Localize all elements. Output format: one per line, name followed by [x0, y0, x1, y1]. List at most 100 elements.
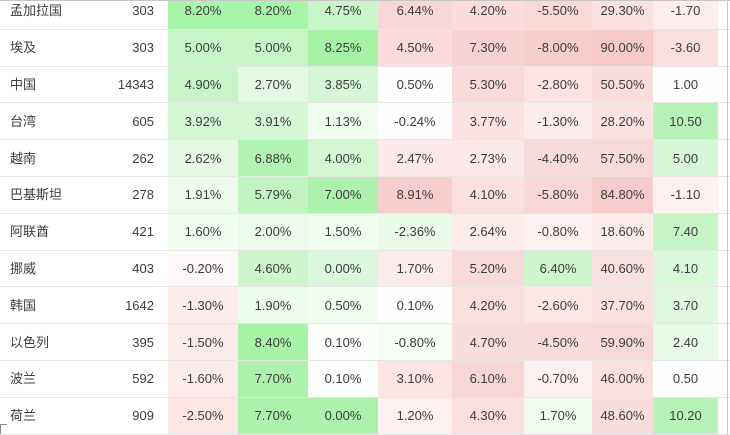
metric-cell-1: -1.50% [168, 324, 238, 360]
metric-cell-7: 37.70% [592, 287, 653, 324]
metric-cell-1: 3.92% [168, 103, 238, 140]
metric-cell-5: 4.30% [452, 397, 524, 434]
metric-cell-1: 5.00% [168, 29, 238, 66]
count-cell: 592 [132, 371, 154, 387]
metric-cell-8: 10.20 [653, 397, 718, 434]
metric-cell-7: 18.60% [592, 213, 653, 250]
metric-cell-2: 2.00% [238, 213, 308, 250]
metric-cell-6: -2.80% [524, 66, 592, 103]
metric-cell-6: -1.30% [524, 103, 592, 140]
metric-cell-2: 2.70% [238, 66, 308, 103]
metric-cell-7: 40.60% [592, 250, 653, 287]
metric-cell-3: 8.25% [308, 29, 378, 66]
metric-cell-7: 48.60% [592, 397, 653, 434]
metric-cell-2: 4.60% [238, 250, 308, 287]
metric-cell-4: 3.10% [378, 360, 452, 397]
count-cell: 421 [132, 224, 154, 240]
metric-cell-4: 1.70% [378, 250, 452, 287]
table-row[interactable]: 巴基斯坦 278 1.91% 5.79% 7.00% 8.91% 4.10% -5.80% 84… [0, 176, 730, 214]
metric-cell-3: 0.00% [308, 397, 378, 434]
metric-cell-3: 7.00% [308, 176, 378, 213]
metric-cell-7: 57.50% [592, 140, 653, 176]
count-cell: 14343 [117, 76, 154, 92]
metric-cell-7: 90.00% [592, 29, 653, 66]
metric-cell-6: -4.40% [524, 140, 592, 176]
table-row[interactable]: 荷兰 909 -2.50% 7.70% 0.00% 1.20% 4.30% 1.70% 48.6… [0, 397, 730, 435]
metric-cell-5: 4.20% [452, 287, 524, 324]
country-cell: 荷兰 [10, 408, 37, 424]
metric-cell-7: 84.80% [592, 176, 653, 213]
metric-cell-1: -2.50% [168, 397, 238, 434]
metric-cell-1: 4.90% [168, 66, 238, 103]
metric-cell-8: 1.00 [653, 66, 718, 103]
count-cell: 262 [132, 150, 154, 166]
metric-cell-6: -4.50% [524, 324, 592, 360]
country-cell: 巴基斯坦 [10, 187, 63, 203]
metric-cell-3: 1.13% [308, 103, 378, 140]
metric-cell-3: 0.50% [308, 287, 378, 324]
metric-cell-4: 4.50% [378, 29, 452, 66]
table-row[interactable]: 埃及 303 5.00% 5.00% 8.25% 4.50% 7.30% -8.00% 90.0… [0, 29, 730, 67]
metric-cell-7: 46.00% [592, 360, 653, 397]
table-row[interactable]: 波兰 592 -1.60% 7.70% 0.10% 3.10% 6.10% -0.70% 46.… [0, 360, 730, 398]
metric-cell-4: 0.50% [378, 66, 452, 103]
metric-cell-4: 0.10% [378, 287, 452, 324]
metric-cell-4: 2.47% [378, 140, 452, 176]
country-cell: 波兰 [10, 371, 37, 387]
metric-cell-1: -1.30% [168, 287, 238, 324]
table-row[interactable]: 挪威 403 -0.20% 4.60% 0.00% 1.70% 5.20% 6.40% 40.6… [0, 250, 730, 288]
metric-cell-3: 3.85% [308, 66, 378, 103]
country-cell: 埃及 [10, 40, 37, 56]
count-cell: 303 [132, 3, 154, 19]
metric-cell-8: 2.40 [653, 324, 718, 360]
count-cell: 403 [132, 260, 154, 276]
metric-cell-6: -0.80% [524, 213, 592, 250]
metric-cell-2: 5.79% [238, 176, 308, 213]
table-row[interactable]: 阿联酋 421 1.60% 2.00% 1.50% -2.36% 2.64% -0.80% 18… [0, 213, 730, 251]
count-cell: 303 [132, 40, 154, 56]
metric-cell-1: 1.91% [168, 176, 238, 213]
country-cell: 阿联酋 [10, 224, 50, 240]
metric-cell-3: 0.00% [308, 250, 378, 287]
metric-cell-7: 29.30% [592, 0, 653, 29]
metric-cell-2: 5.00% [238, 29, 308, 66]
table-row[interactable]: 孟加拉国 303 8.20% 8.20% 4.75% 6.44% 4.20% -5.50% 29… [0, 0, 730, 30]
count-cell: 909 [132, 408, 154, 424]
metric-cell-8: -3.60 [653, 29, 718, 66]
country-cell: 韩国 [10, 297, 37, 313]
metric-cell-8: 3.70 [653, 287, 718, 324]
table-row[interactable]: 韩国 1642 -1.30% 1.90% 0.50% 0.10% 4.20% -2.60% 37… [0, 287, 730, 325]
table-row[interactable]: 台湾 605 3.92% 3.91% 1.13% -0.24% 3.77% -1.30% 28.… [0, 103, 730, 141]
metric-cell-4: 6.44% [378, 0, 452, 29]
country-cell: 挪威 [10, 260, 37, 276]
metric-cell-5: 6.10% [452, 360, 524, 397]
metric-cell-3: 0.10% [308, 324, 378, 360]
metric-cell-4: -0.24% [378, 103, 452, 140]
table-top-border [0, 0, 730, 1]
count-cell: 1642 [125, 297, 154, 313]
metric-cell-2: 8.20% [238, 0, 308, 29]
metric-cell-3: 4.75% [308, 0, 378, 29]
metric-cell-8: 5.00 [653, 140, 718, 176]
metric-cell-3: 1.50% [308, 213, 378, 250]
metric-cell-5: 3.77% [452, 103, 524, 140]
country-cell: 以色列 [10, 334, 50, 350]
metric-cell-1: -0.20% [168, 250, 238, 287]
metric-cell-4: -0.80% [378, 324, 452, 360]
metric-cell-5: 5.20% [452, 250, 524, 287]
metric-cell-5: 4.10% [452, 176, 524, 213]
table-row[interactable]: 中国 14343 4.90% 2.70% 3.85% 0.50% 5.30% -2.80% 50… [0, 66, 730, 104]
metric-cell-2: 8.40% [238, 324, 308, 360]
bottom-left-corner-mark [0, 424, 7, 434]
metric-cell-8: -1.70 [653, 0, 718, 29]
metric-cell-2: 7.70% [238, 360, 308, 397]
country-cell: 孟加拉国 [10, 3, 63, 19]
right-edge-divider [727, 0, 728, 435]
metric-cell-5: 4.20% [452, 0, 524, 29]
table-row[interactable]: 越南 262 2.62% 6.88% 4.00% 2.47% 2.73% -4.40% 57.5… [0, 140, 730, 177]
metric-cell-5: 5.30% [452, 66, 524, 103]
metric-cell-5: 2.73% [452, 140, 524, 176]
table-row[interactable]: 以色列 395 -1.50% 8.40% 0.10% -0.80% 4.70% -4.50% 5… [0, 324, 730, 361]
country-cell: 中国 [10, 76, 37, 92]
